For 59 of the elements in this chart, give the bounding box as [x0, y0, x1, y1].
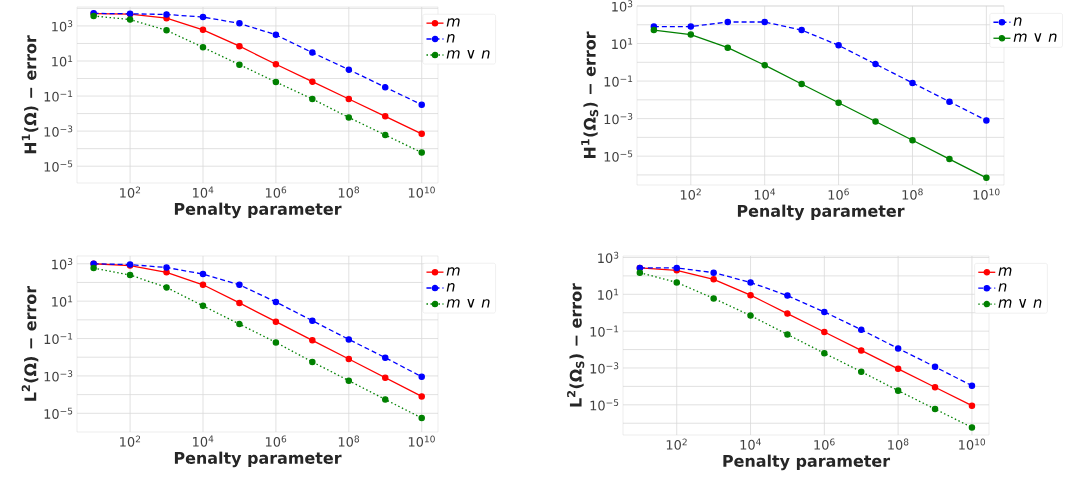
y-tick-label: 10$^{−3}$	[44, 370, 73, 382]
x-tick-label: 10$^{8}$	[902, 188, 923, 200]
x-tick-label: 10$^{8}$	[888, 438, 909, 450]
x-tick-label: 10$^{10}$	[408, 186, 435, 198]
x-tick-label: 10$^{2}$	[120, 435, 141, 447]
y-tick-label: 10$^{1}$	[52, 295, 73, 307]
legend-label: m	[998, 267, 1012, 276]
y-tick-label: 10$^{1}$	[52, 55, 73, 67]
y-axis-title: L$^{2}$(Ω$_{S}$) − error	[567, 283, 585, 407]
x-axis-title: Penalty parameter	[174, 451, 342, 468]
y-tick-label: 10$^{3}$	[52, 258, 73, 270]
y-axis-title: H$^{1}$(Ω$_{S}$) − error	[581, 31, 599, 159]
x-tick-label: 10$^{2}$	[120, 186, 141, 198]
x-tick-label: 10$^{2}$	[666, 438, 687, 450]
x-tick-label: 10$^{4}$	[193, 435, 214, 447]
legend-label: m	[446, 18, 460, 27]
x-axis-title: Penalty parameter	[737, 204, 905, 221]
legend-label: m	[446, 267, 460, 276]
legend-label: m ∨ n	[446, 49, 490, 59]
x-tick-label: 10$^{8}$	[338, 186, 360, 198]
legend-label: n	[1013, 17, 1022, 26]
legend-label: m ∨ n	[1013, 33, 1057, 42]
y-axis-title: L$^{2}$(Ω) − error	[21, 285, 39, 401]
x-tick-label: 10$^{10}$	[959, 438, 986, 450]
legend-label: m ∨ n	[446, 298, 490, 308]
x-tick-label: 10$^{2}$	[680, 188, 701, 200]
legend-label: n	[998, 283, 1007, 292]
y-tick-label: 10$^{−1}$	[44, 90, 73, 102]
x-axis-title: Penalty parameter	[723, 454, 891, 471]
x-tick-label: 10$^{6}$	[265, 435, 287, 447]
x-tick-label: 10$^{8}$	[338, 435, 360, 447]
y-tick-label: 10$^{−5}$	[44, 160, 73, 172]
y-tick-label: 10$^{1}$	[612, 37, 633, 50]
x-axis-title: Penalty parameter	[174, 202, 342, 219]
y-tick-label: 10$^{−3}$	[590, 362, 619, 374]
y-tick-label: 10$^{−5}$	[604, 150, 633, 162]
y-tick-label: 10$^{−3}$	[604, 112, 633, 125]
legend-label: n	[446, 283, 455, 292]
legend-label: m ∨ n	[998, 299, 1042, 308]
y-tick-label: 10$^{3}$	[52, 20, 73, 32]
y-tick-label: 10$^{−1}$	[604, 75, 633, 87]
x-tick-label: 10$^{6}$	[265, 186, 287, 198]
y-tick-label: 10$^{−1}$	[590, 325, 619, 337]
y-tick-label: 10$^{−3}$	[44, 125, 73, 137]
y-tick-label: 10$^{3}$	[598, 251, 619, 264]
x-tick-label: 10$^{4}$	[193, 186, 214, 198]
y-axis-title: H$^{1}$(Ω) − error	[21, 35, 39, 154]
y-tick-label: 10$^{3}$	[612, 0, 633, 12]
x-tick-label: 10$^{6}$	[814, 438, 835, 450]
y-tick-label: 10$^{−1}$	[44, 332, 73, 345]
x-tick-label: 10$^{10}$	[408, 435, 435, 447]
y-tick-label: 10$^{1}$	[598, 288, 619, 300]
legend-label: n	[446, 34, 455, 43]
x-tick-label: 10$^{4}$	[740, 438, 761, 450]
y-tick-label: 10$^{−5}$	[44, 407, 73, 419]
x-tick-label: 10$^{10}$	[973, 188, 1000, 200]
x-tick-label: 10$^{4}$	[754, 188, 776, 200]
x-tick-label: 10$^{6}$	[828, 188, 849, 200]
y-tick-label: 10$^{−5}$	[590, 399, 619, 411]
